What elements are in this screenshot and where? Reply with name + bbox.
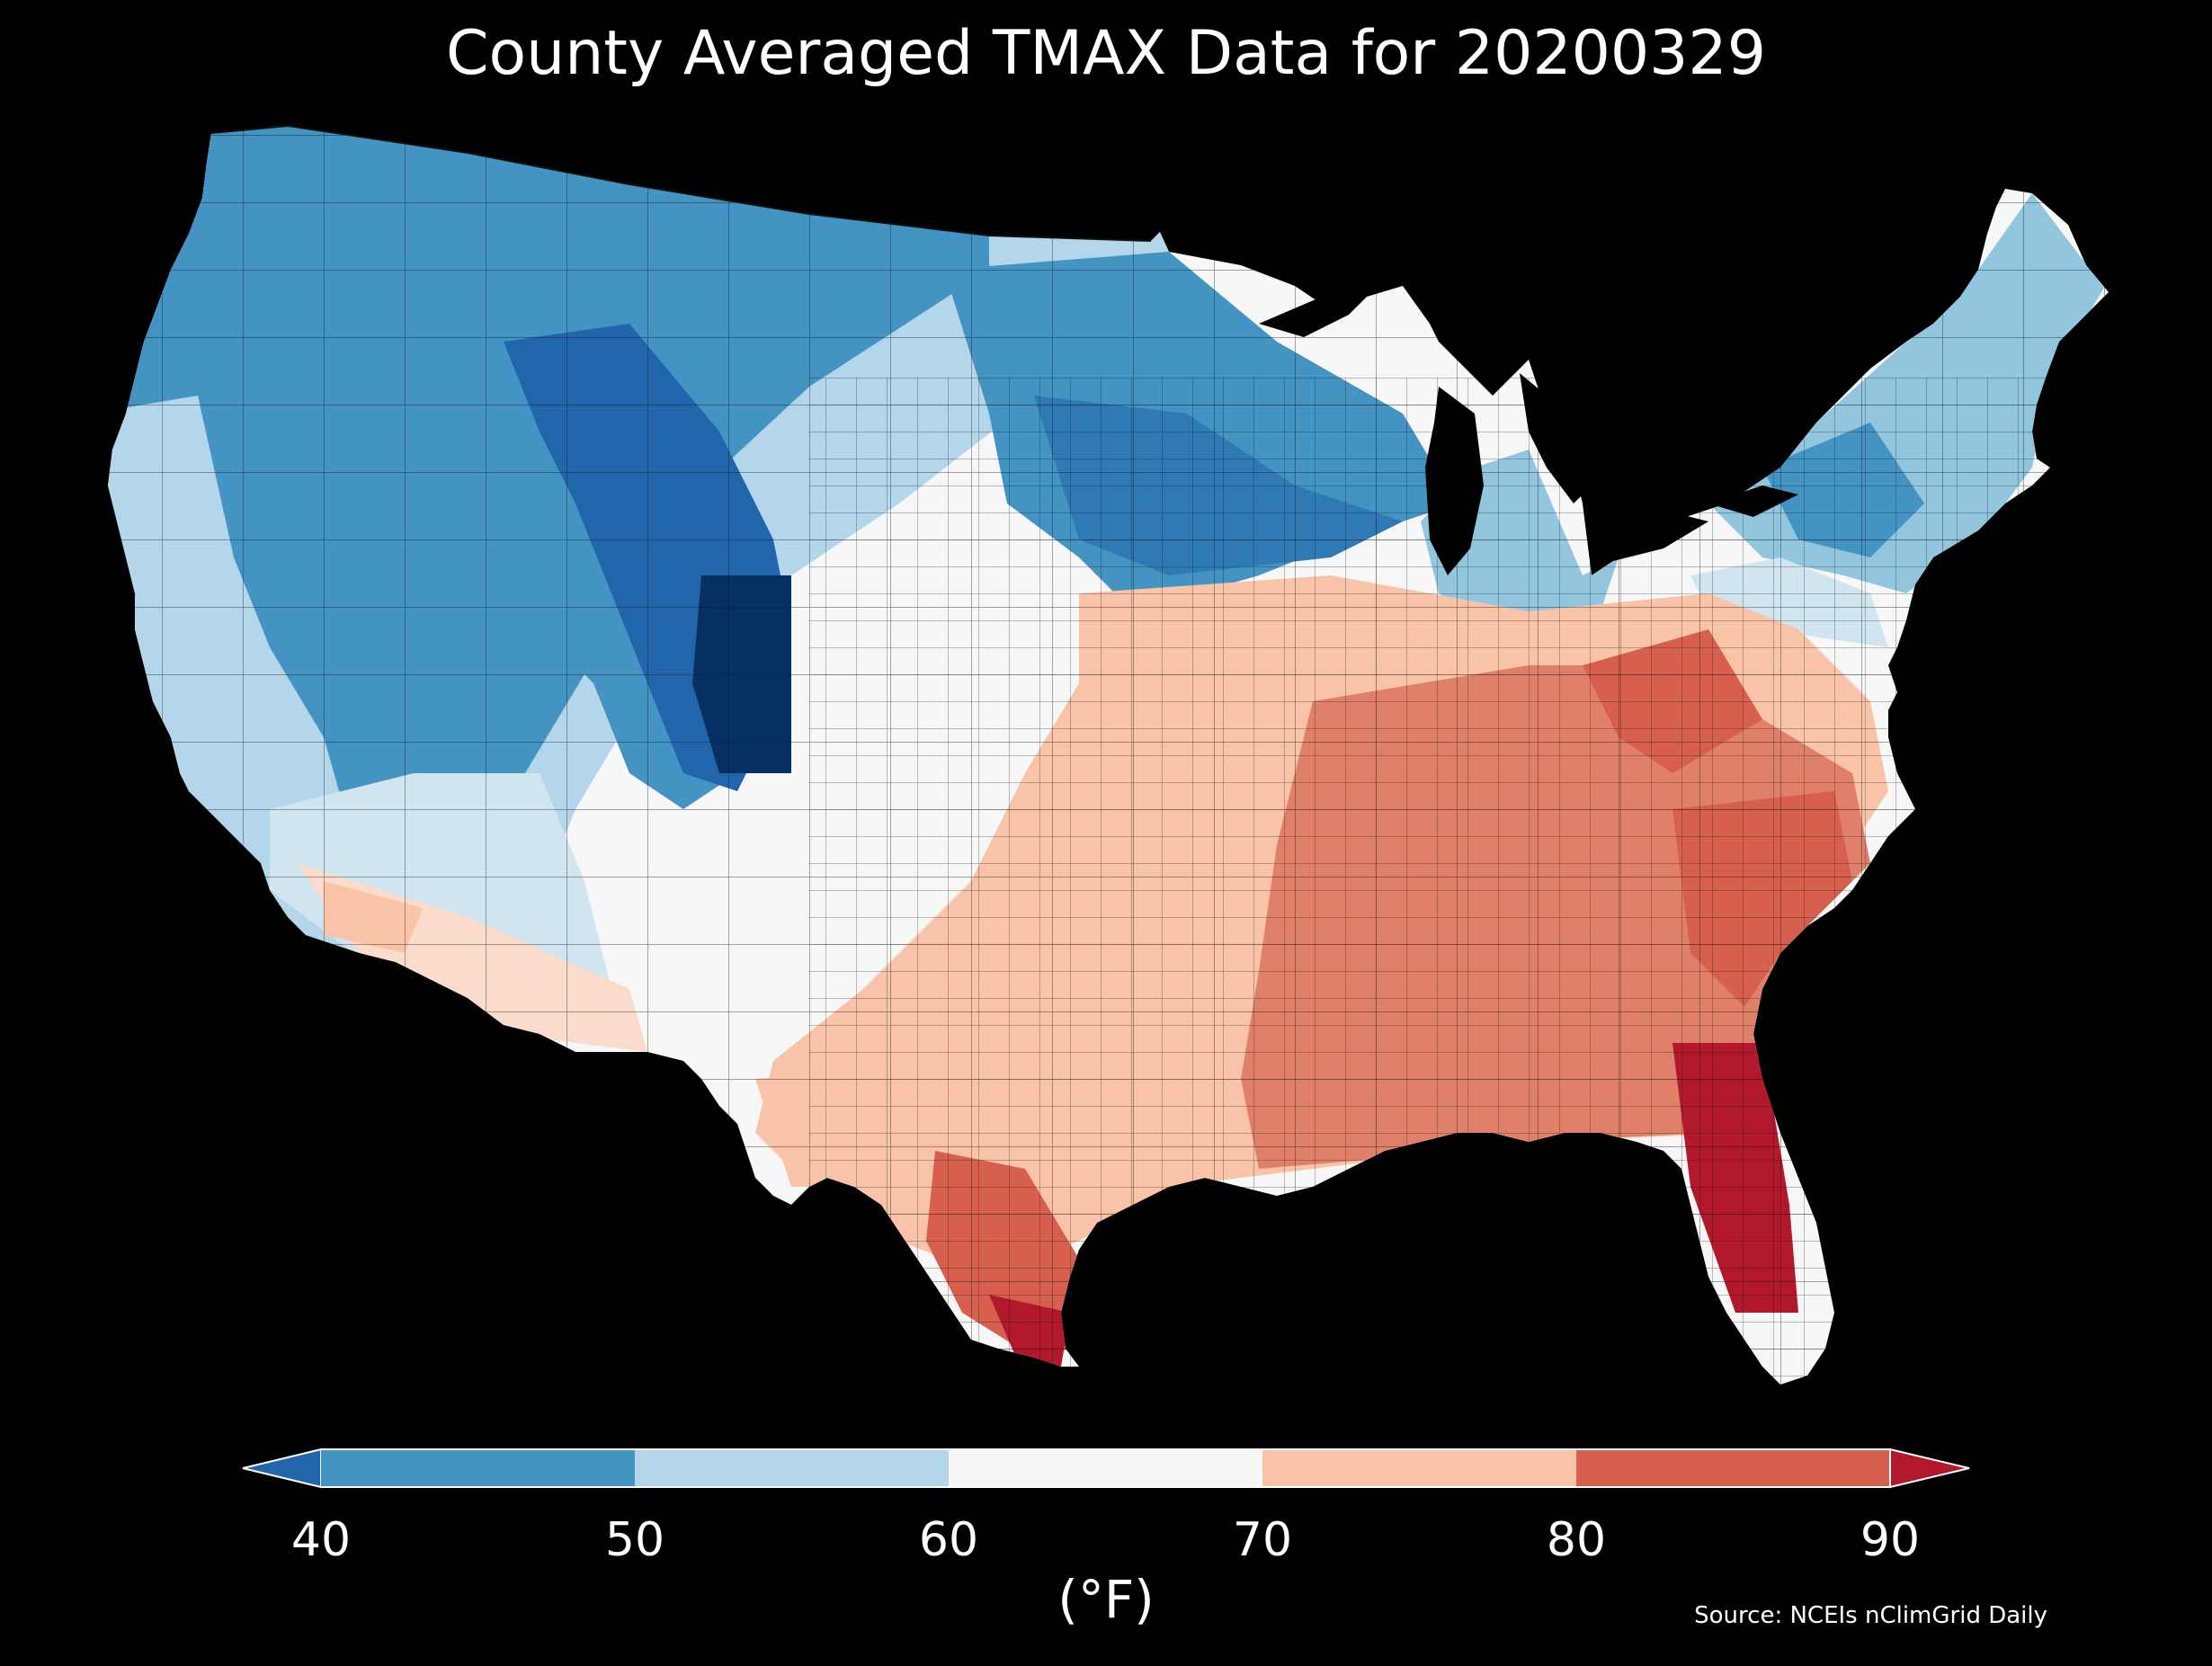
colorbar-tick-70: 70 (1233, 1513, 1292, 1564)
colorbar-bin-80-90 (1576, 1449, 1890, 1487)
source-credit: Source: NCEIs nClimGrid Daily (1694, 1602, 2047, 1629)
colorbar-tick-40: 40 (291, 1513, 351, 1564)
colorbar-extend-high (1889, 1448, 1970, 1489)
colorbar-bin-50-60 (635, 1449, 949, 1487)
colorbar-tick-90: 90 (1860, 1513, 1920, 1564)
colorbar-tick-50: 50 (605, 1513, 664, 1564)
colorbar-bin-60-70 (949, 1449, 1262, 1487)
colorbar: 40 50 60 70 80 90 (0, 1439, 2212, 1567)
colorbar-tick-60: 60 (919, 1513, 978, 1564)
temperature-regions (108, 126, 2109, 1385)
colorbar-extend-low (242, 1448, 322, 1489)
choropleth-map (108, 124, 2109, 1385)
great-lakes (1259, 288, 1798, 575)
colorbar-unit-label: (°F) (1057, 1569, 1155, 1630)
colorbar-bin-70-80 (1262, 1449, 1576, 1487)
map-title: County Averaged TMAX Data for 20200329 (446, 18, 1766, 89)
colorbar-bin-40-50 (321, 1449, 635, 1487)
colorbar-tick-80: 80 (1547, 1513, 1606, 1564)
